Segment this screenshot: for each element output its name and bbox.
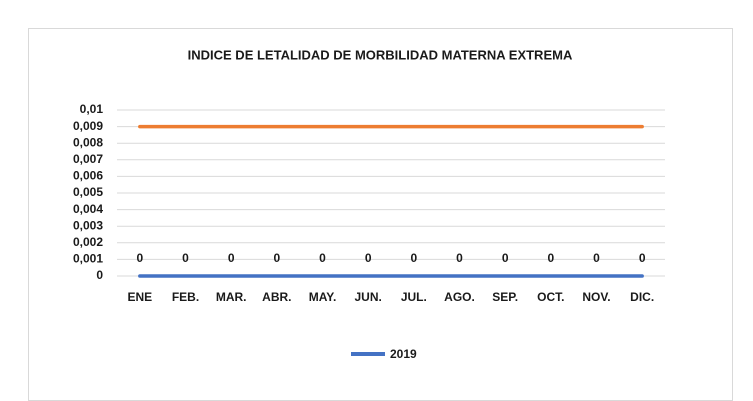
y-tick-label: 0,008	[73, 135, 103, 149]
x-tick-label: MAR.	[216, 290, 247, 304]
data-label: 0	[456, 251, 463, 265]
x-tick-label: OCT.	[537, 290, 564, 304]
y-tick-label: 0,007	[73, 152, 103, 166]
y-tick-label: 0,009	[73, 119, 103, 133]
y-tick-label: 0,001	[73, 252, 103, 266]
legend-label: 2019	[390, 347, 417, 361]
y-tick-label: 0,002	[73, 235, 103, 249]
x-tick-label: NOV.	[582, 290, 610, 304]
x-tick-label: FEB.	[172, 290, 199, 304]
data-label: 0	[182, 251, 189, 265]
data-label: 0	[365, 251, 372, 265]
y-tick-label: 0,004	[73, 202, 103, 216]
data-label: 0	[502, 251, 509, 265]
y-tick-label: 0,006	[73, 169, 103, 183]
data-label: 0	[273, 251, 280, 265]
chart-title: INDICE DE LETALIDAD DE MORBILIDAD MATERN…	[188, 47, 573, 62]
y-tick-label: 0,01	[80, 102, 104, 116]
x-tick-label: MAY.	[309, 290, 337, 304]
x-tick-label: SEP.	[492, 290, 518, 304]
data-label: 0	[410, 251, 417, 265]
data-label: 0	[593, 251, 600, 265]
x-tick-label: ABR.	[262, 290, 291, 304]
data-label: 0	[136, 251, 143, 265]
legend-swatch	[351, 352, 385, 356]
chart-frame	[28, 28, 733, 401]
x-tick-label: JUL.	[401, 290, 427, 304]
y-tick-label: 0,003	[73, 218, 103, 232]
y-tick-label: 0,005	[73, 185, 103, 199]
y-tick-label: 0	[96, 268, 103, 282]
x-tick-label: ENE	[127, 290, 152, 304]
data-label: 0	[319, 251, 326, 265]
data-label: 0	[547, 251, 554, 265]
x-tick-label: DIC.	[630, 290, 654, 304]
data-label: 0	[639, 251, 646, 265]
data-label: 0	[228, 251, 235, 265]
x-tick-label: AGO.	[444, 290, 475, 304]
x-tick-label: JUN.	[354, 290, 381, 304]
